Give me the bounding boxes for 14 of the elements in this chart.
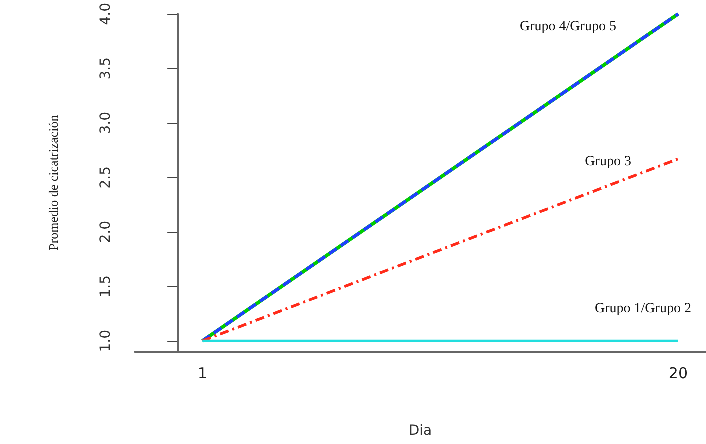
x-tick-label: 1 bbox=[198, 364, 208, 382]
y-tick-label: 4.0 bbox=[98, 3, 114, 26]
y-tick-label: 2.5 bbox=[98, 166, 114, 189]
y-tick-label: 3.0 bbox=[98, 112, 114, 134]
y-tick-label: 1.0 bbox=[98, 330, 114, 352]
series-label: Grupo 4/Grupo 5 bbox=[520, 20, 616, 35]
y-axis-title: Promedio de cicatrización bbox=[46, 114, 61, 251]
y-tick-label: 2.0 bbox=[98, 220, 114, 244]
x-axis-title: Dia bbox=[408, 423, 432, 439]
series-label: Grupo 3 bbox=[585, 154, 632, 170]
x-tick-label: 20 bbox=[668, 364, 688, 382]
series-label: Grupo 1/Grupo 2 bbox=[595, 302, 692, 317]
y-tick-label: 3.5 bbox=[98, 57, 114, 80]
y-tick-label: 1.5 bbox=[98, 275, 114, 298]
